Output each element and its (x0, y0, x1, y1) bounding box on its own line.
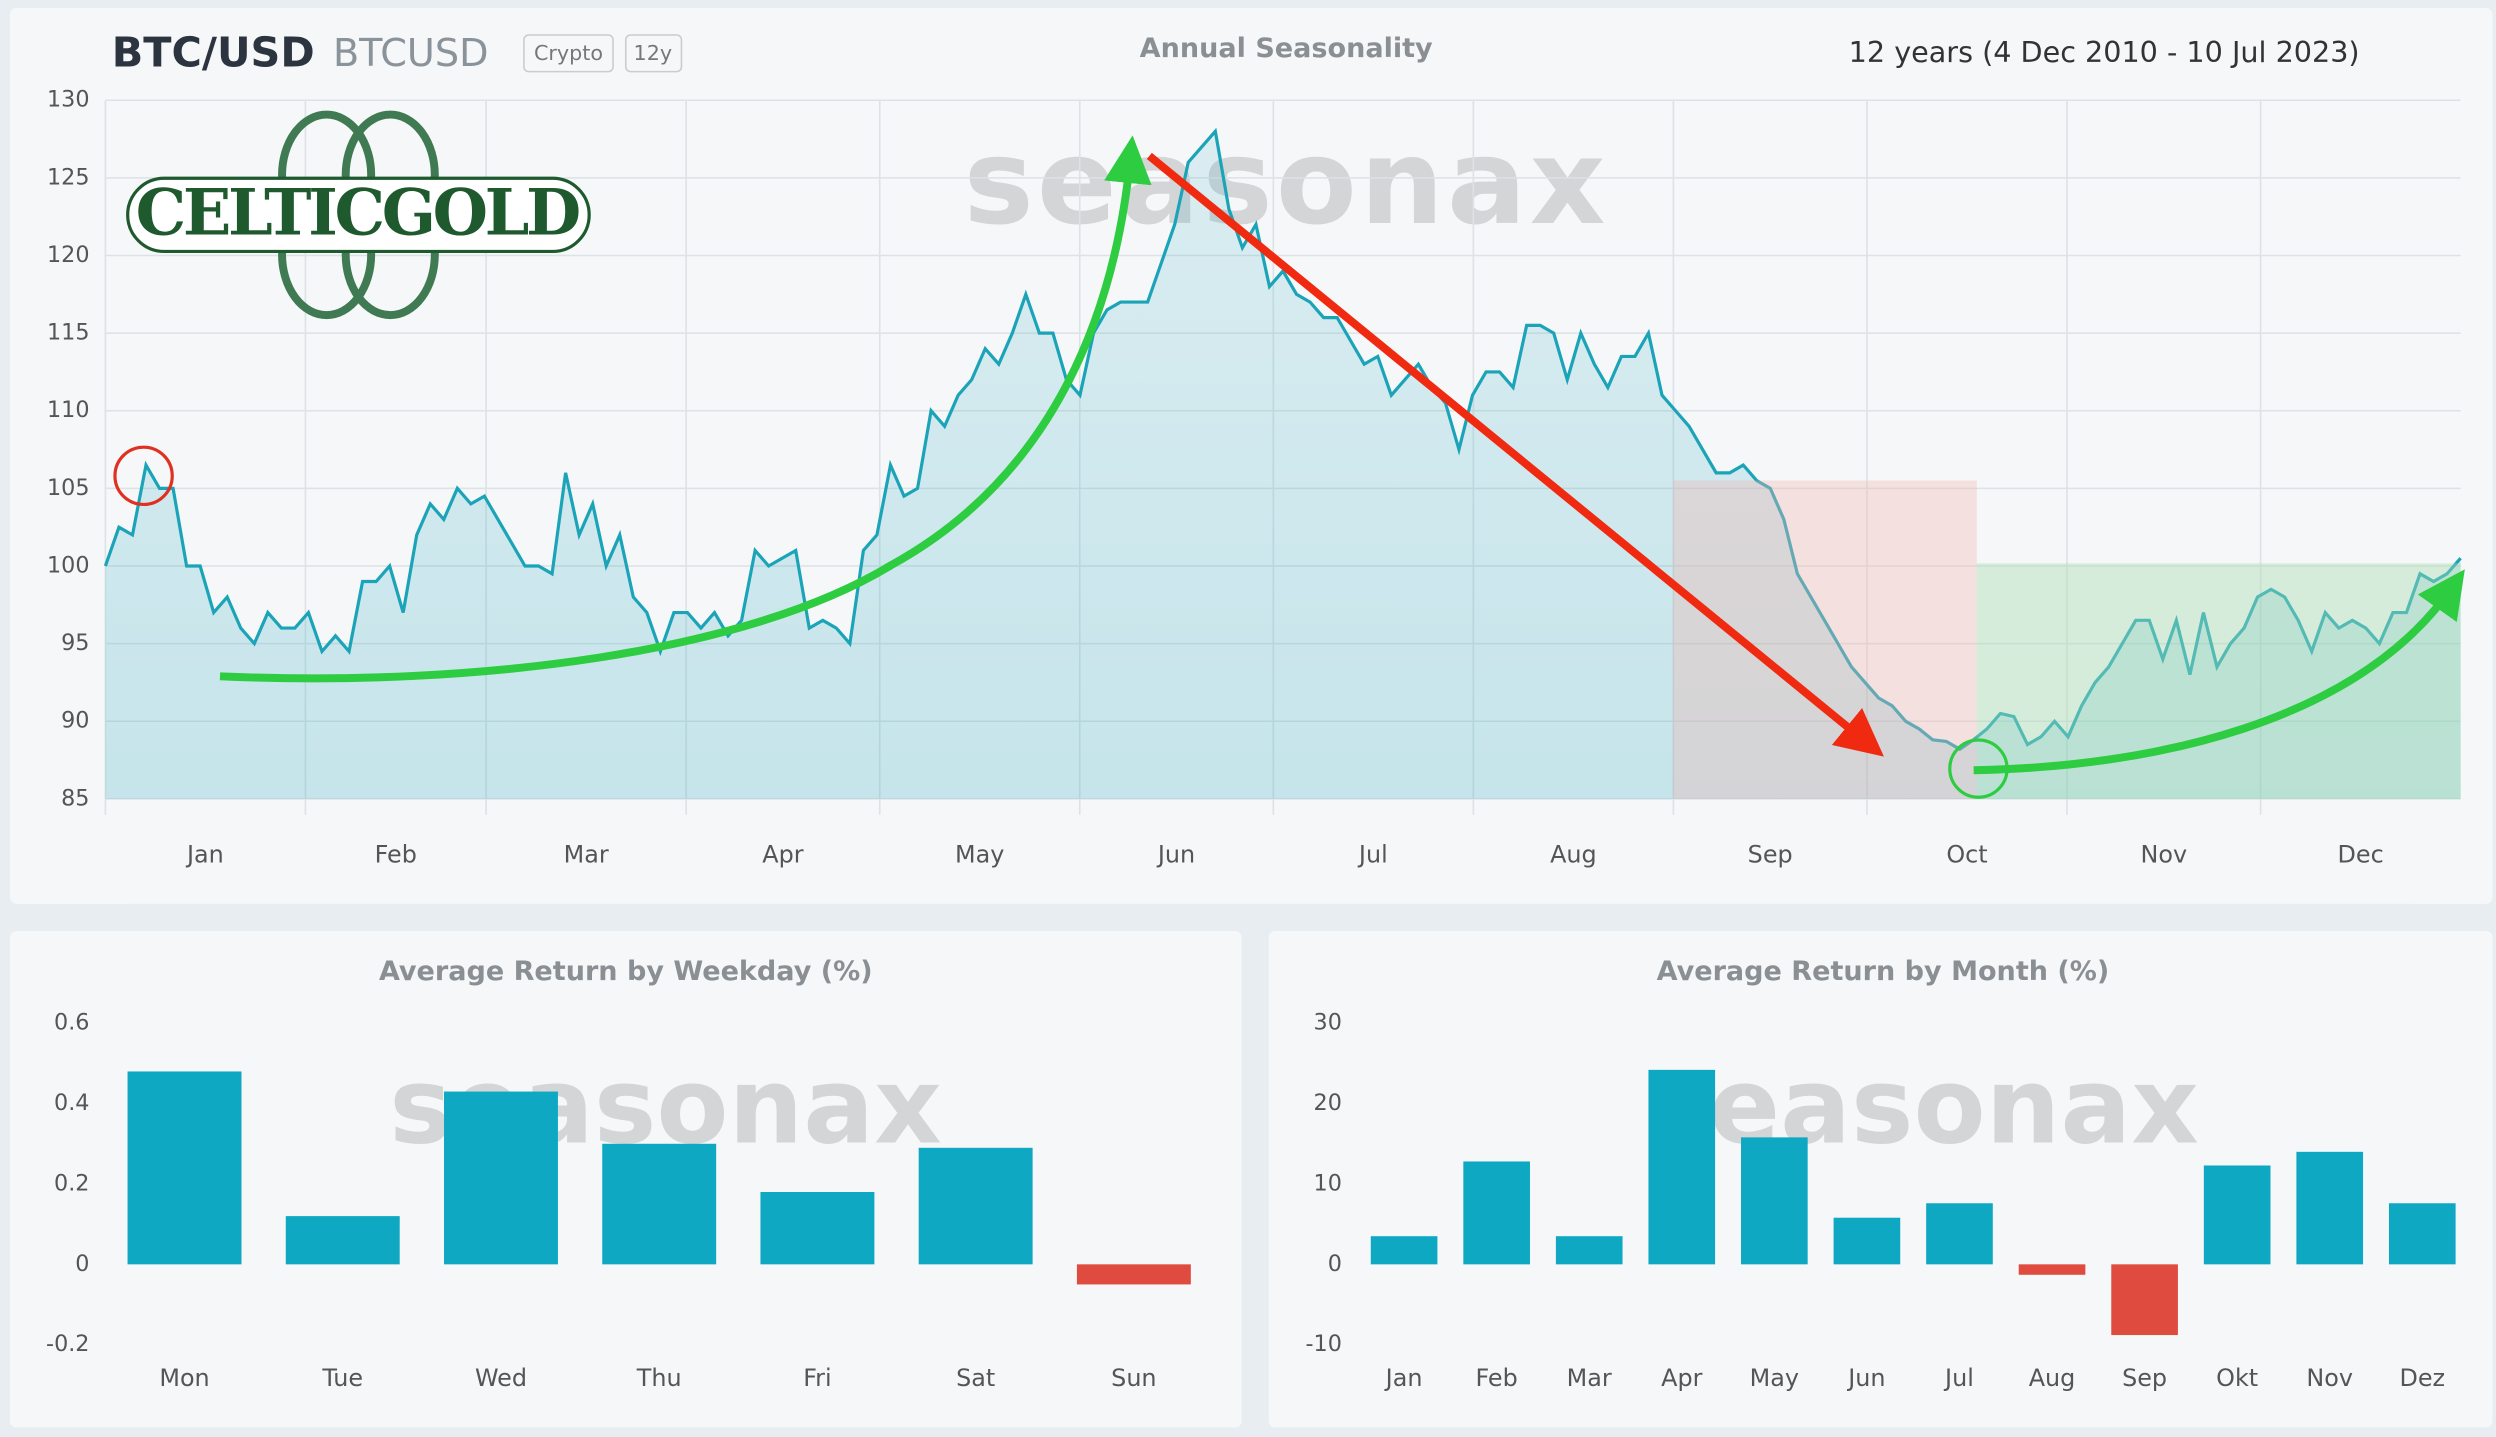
bar (2296, 1151, 2364, 1265)
y-tick-label: 10 (1314, 1170, 1342, 1196)
ticker: BTCUSD (333, 32, 489, 76)
y-tick-label: 0.6 (54, 1010, 89, 1036)
bar (1926, 1203, 1993, 1265)
watermark: seasonax (964, 114, 1609, 251)
y-tick-label: 95 (61, 630, 89, 656)
bar (127, 1071, 242, 1265)
bar (1648, 1069, 1716, 1265)
x-tick-label: Sep (2122, 1364, 2167, 1392)
red-arrow (1146, 152, 1884, 757)
y-tick-label: 0 (1328, 1251, 1342, 1277)
bar (2018, 1264, 2086, 1275)
y-tick-label: 90 (61, 708, 89, 734)
badge-text: Crypto (534, 41, 603, 65)
green-arrow (1973, 569, 2465, 775)
x-tick-label: Mon (159, 1364, 209, 1392)
y-tick-label: 20 (1314, 1090, 1342, 1116)
logo-band (126, 176, 591, 254)
bar (2111, 1264, 2178, 1336)
bar (602, 1143, 717, 1265)
x-tick-label: Mar (1567, 1364, 1612, 1392)
x-tick-label: Tue (321, 1364, 363, 1392)
x-tick-label: Fri (803, 1364, 831, 1392)
y-tick-label: 0.2 (54, 1170, 89, 1196)
logo: CELTICGOLD (136, 176, 582, 251)
green-arrow (219, 135, 1152, 683)
y-tick-label: 130 (47, 87, 90, 113)
x-tick-label: Thu (636, 1364, 682, 1392)
chart-title: Average Return by Weekday (%) (379, 956, 873, 987)
bar (2388, 1203, 2456, 1265)
x-tick-label: Jun (1156, 841, 1195, 869)
y-tick-label: -0.2 (46, 1331, 89, 1357)
badge (523, 34, 614, 73)
area (105, 131, 2461, 799)
x-tick-label: Sun (1111, 1364, 1156, 1392)
x-tick-label: Jan (1384, 1364, 1423, 1392)
y-tick-label: 0.4 (54, 1090, 89, 1116)
badge (624, 34, 683, 73)
bar (1741, 1137, 1808, 1265)
bar (444, 1091, 558, 1265)
chart-title: Average Return by Month (%) (1657, 956, 2110, 987)
y-tick-label: 30 (1314, 1010, 1342, 1036)
x-tick-label: Wed (475, 1364, 527, 1392)
bar (1370, 1236, 1438, 1265)
bearish-zone (1672, 480, 1977, 799)
x-tick-label: Sep (1748, 841, 1793, 869)
high-marker (113, 445, 174, 507)
bar (285, 1216, 400, 1265)
x-tick-label: Nov (2141, 841, 2188, 869)
line (103, 127, 2462, 752)
x-tick-label: Nov (2306, 1364, 2353, 1392)
y-tick-label: 105 (47, 475, 90, 501)
x-tick-label: Oct (1946, 841, 1987, 869)
x-tick-label: Apr (762, 841, 803, 869)
symbol: BTC/USD (112, 29, 315, 77)
x-tick-label: May (1750, 1364, 1799, 1392)
watermark: seasonax (1646, 1046, 2199, 1168)
bar (760, 1192, 875, 1265)
badge-text: 12y (634, 41, 673, 65)
x-tick-label: May (955, 841, 1004, 869)
y-tick-label: 115 (47, 320, 90, 346)
x-tick-label: Aug (2029, 1364, 2076, 1392)
month-panel (1268, 930, 2493, 1428)
y-tick-label: 85 (61, 785, 89, 811)
bar (1463, 1161, 1530, 1265)
y-tick-label: 100 (47, 552, 90, 578)
x-tick-label: Jul (1357, 841, 1388, 869)
bar (918, 1147, 1033, 1265)
chart-title: Annual Seasonality (1140, 33, 1433, 64)
y-tick-label: 125 (47, 164, 90, 190)
low-marker (1948, 738, 2009, 799)
y-tick-label: 0 (75, 1251, 89, 1277)
annotations: CELTICGOLD (113, 110, 2465, 799)
period: 12 years (4 Dec 2010 - 10 Jul 2023) (1849, 35, 2360, 69)
x-tick-label: Okt (2216, 1364, 2258, 1392)
x-tick-label: Sat (956, 1364, 995, 1392)
bar (1555, 1236, 1623, 1265)
x-tick-label: Feb (1476, 1364, 1518, 1392)
x-tick-label: Feb (375, 841, 417, 869)
x-tick-label: Jan (185, 841, 224, 869)
bullish-zone (1976, 563, 2461, 799)
bar (1833, 1217, 1901, 1265)
y-tick-label: -10 (1306, 1331, 1342, 1357)
x-tick-label: Dec (2338, 841, 2384, 869)
y-tick-label: 110 (47, 397, 90, 423)
x-tick-label: Jun (1846, 1364, 1885, 1392)
x-tick-label: Mar (564, 841, 609, 869)
x-tick-label: Aug (1550, 841, 1597, 869)
x-tick-label: Apr (1661, 1364, 1702, 1392)
x-tick-label: Dez (2400, 1364, 2446, 1392)
x-tick-label: Jul (1943, 1364, 1974, 1392)
bar (2203, 1165, 2271, 1265)
y-tick-label: 120 (47, 242, 90, 268)
bar (1076, 1264, 1191, 1285)
